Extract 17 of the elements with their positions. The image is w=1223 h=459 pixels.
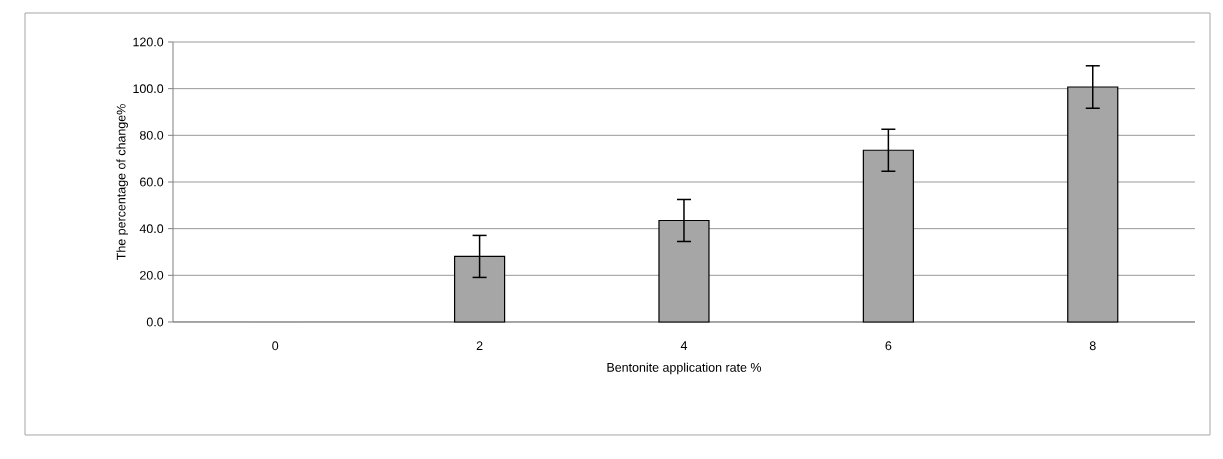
y-tick-label: 40.0 [139, 224, 164, 234]
y-tick-label: 80.0 [139, 130, 164, 140]
x-tick-label: 4 [680, 341, 688, 350]
x-tick-label: 0 [272, 341, 279, 351]
y-tick-label: 120.0 [133, 37, 164, 47]
y-axis-title: The percentage of change% [116, 104, 128, 260]
y-tick-label: 20.0 [140, 270, 164, 280]
x-axis-title: Bentonite application rate % [607, 362, 762, 375]
y-tick-label: 0.0 [146, 317, 164, 327]
y-tick-label: 60.0 [140, 177, 164, 187]
x-tick-label: 8 [1089, 341, 1096, 351]
bar [862, 149, 914, 323]
x-tick-label: 6 [885, 341, 892, 351]
bar [658, 219, 710, 323]
y-tick-label: 100.0 [133, 84, 164, 94]
x-tick-label: 2 [476, 341, 483, 351]
bar [453, 255, 506, 323]
